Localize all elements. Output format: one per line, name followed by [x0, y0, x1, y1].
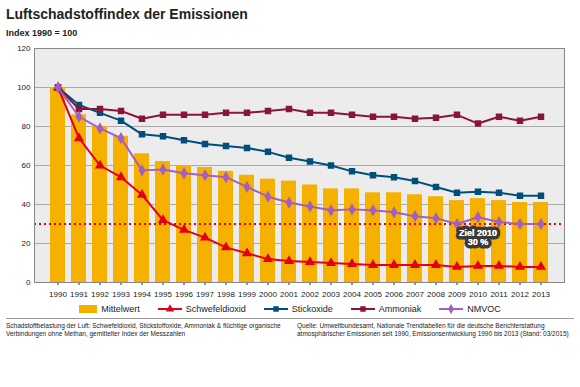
svg-text:80: 80: [22, 122, 31, 131]
svg-text:Ziel 201030 %: Ziel 201030 %: [459, 228, 497, 247]
html-text:NMVOC: NMVOC: [467, 304, 501, 314]
svg-text:1997: 1997: [196, 290, 214, 299]
svg-text:100: 100: [17, 83, 31, 92]
svg-text:1996: 1996: [175, 290, 193, 299]
svg-text:2013: 2013: [532, 290, 550, 299]
svg-text:2001: 2001: [280, 290, 298, 299]
svg-text:2004: 2004: [343, 290, 361, 299]
svg-text:1993: 1993: [112, 290, 130, 299]
svg-text:2000: 2000: [259, 290, 277, 299]
svg-text:2011: 2011: [490, 290, 508, 299]
svg-text:2002: 2002: [301, 290, 319, 299]
svg-text:2007: 2007: [406, 290, 424, 299]
svg-text:1998: 1998: [217, 290, 235, 299]
html-text:Ammoniak: Ammoniak: [378, 304, 422, 314]
html-text:Luftschadstoffindex der Emissi: Luftschadstoffindex der Emissionen: [6, 6, 248, 22]
html-text:Schwefeldioxid: Schwefeldioxid: [185, 304, 246, 314]
svg-text:1992: 1992: [91, 290, 109, 299]
svg-text:20: 20: [22, 239, 31, 248]
svg-text:60: 60: [22, 161, 31, 170]
svg-text:1995: 1995: [154, 290, 172, 299]
svg-text:Ziel 201030 %: Ziel 201030 %: [459, 228, 497, 247]
svg-text:40: 40: [22, 200, 31, 209]
html-text:Index 1990 = 100: Index 1990 = 100: [6, 28, 78, 38]
svg-text:2008: 2008: [427, 290, 445, 299]
svg-text:2009: 2009: [448, 290, 466, 299]
svg-text:1991: 1991: [70, 290, 88, 299]
svg-text:1990: 1990: [49, 290, 67, 299]
html-text:Schadstoffbelastung der Luft:: Schadstoffbelastung der Luft: Schwefeldi…: [6, 322, 281, 338]
svg-text:2006: 2006: [385, 290, 403, 299]
html-text:Quelle: Umweltbundesamt, Natio: Quelle: Umweltbundesamt, Nationale Trend…: [297, 322, 569, 338]
svg-text:0: 0: [26, 278, 31, 287]
html-text:Mittelwert: Mittelwert: [101, 304, 140, 314]
svg-text:120: 120: [17, 44, 31, 53]
svg-text:2005: 2005: [364, 290, 382, 299]
svg-text:2003: 2003: [322, 290, 340, 299]
svg-text:1994: 1994: [133, 290, 151, 299]
svg-text:2012: 2012: [511, 290, 529, 299]
html-text:Stickoxide: Stickoxide: [291, 304, 333, 314]
svg-text:1999: 1999: [238, 290, 256, 299]
svg-text:2010: 2010: [469, 290, 487, 299]
